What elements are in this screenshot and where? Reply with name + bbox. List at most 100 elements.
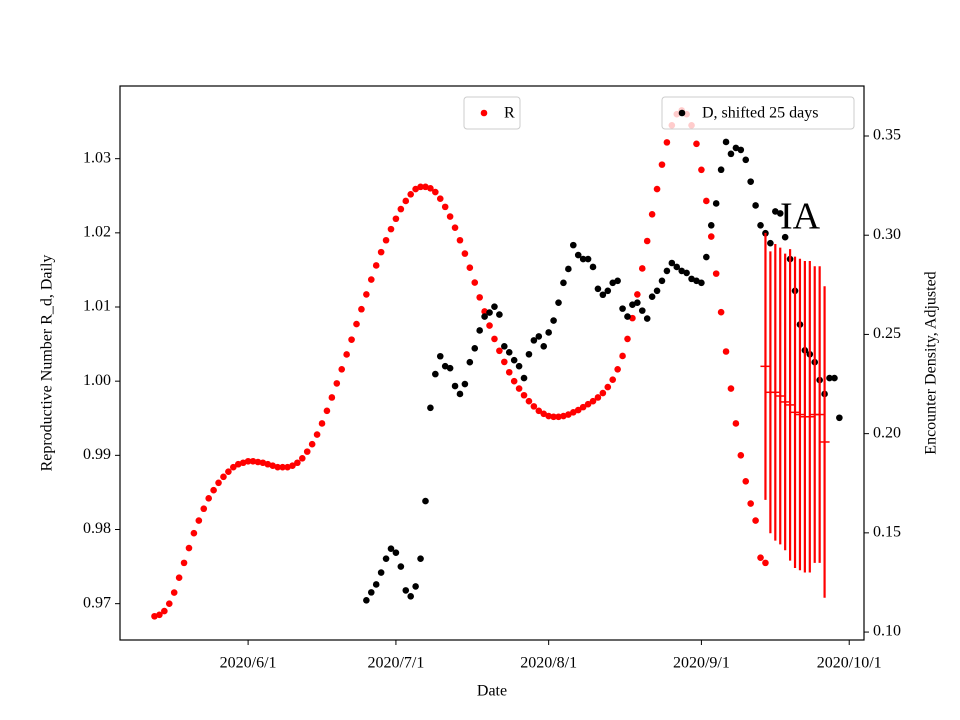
point [397,563,405,570]
point [619,352,626,360]
point [747,178,754,185]
point [712,270,720,277]
point [451,382,459,390]
annotation: IA [780,196,821,238]
point [436,195,444,203]
point [249,457,257,465]
point [520,374,528,382]
point [220,473,227,481]
point [574,251,582,259]
point [348,336,355,343]
y2-tick-label: 0.25 [873,325,901,342]
point [712,200,720,207]
x-tick-label: 2020/7/1 [367,655,424,672]
x-axis-label: Date [477,683,507,700]
point [461,380,469,388]
point [377,248,385,256]
point [737,146,745,154]
point [363,291,370,298]
point [742,477,750,485]
point [456,390,464,398]
point [358,305,365,313]
point [727,150,735,158]
point [436,352,444,360]
point [624,335,631,343]
legend-box [463,96,521,130]
point [303,448,311,455]
point [727,385,735,392]
point [412,185,419,193]
point [707,233,715,240]
x-tick-label: 2020/9/1 [673,655,730,672]
point [338,366,346,373]
y-tick-label: 0.97 [83,594,111,611]
point [466,264,474,272]
point [624,313,631,320]
point [427,185,434,192]
point [486,322,493,329]
point [515,385,523,392]
point [387,225,395,233]
point [363,597,370,604]
point [510,356,518,364]
point [486,309,493,316]
point [441,203,449,211]
point [156,611,163,619]
point [648,293,656,301]
point [717,308,725,316]
point [491,303,498,310]
y2-tick-label: 0.10 [873,623,901,640]
point [525,397,533,405]
point [579,403,587,411]
point [387,545,395,553]
y2-tick-label: 0.30 [873,226,901,243]
point [643,237,651,245]
point [313,431,321,438]
point [826,374,833,382]
point [476,327,483,334]
point [505,368,513,376]
legend-box [661,96,855,130]
point [776,210,784,217]
point [569,241,577,249]
point [722,348,730,355]
point [510,377,518,385]
point [230,463,237,471]
point [683,269,690,277]
point [614,366,621,373]
legend-label: R [504,105,515,122]
point [634,291,641,298]
point [412,583,419,590]
point [466,358,474,366]
point [481,308,488,315]
point [732,420,740,427]
plot-frame [119,85,865,641]
point [525,350,533,358]
point [698,279,705,287]
y-axis-label: Reproductive Number R_d, Daily [39,255,56,472]
point [496,347,503,355]
y-tick-label: 0.99 [83,446,111,463]
y2-tick-label: 0.20 [873,424,901,441]
point [456,236,464,244]
point [318,420,326,427]
x-tick-label: 2020/10/1 [817,655,882,672]
point [215,479,222,487]
point [323,407,331,415]
point [703,253,710,261]
point [530,403,538,410]
point [205,495,212,502]
point [638,265,646,272]
point [535,333,543,340]
point [432,370,439,378]
point [604,383,612,391]
point [515,362,523,370]
point [427,404,434,412]
point [752,202,759,209]
point [757,221,764,229]
point [535,407,543,415]
point [279,463,286,471]
point [762,559,769,567]
point [451,224,459,231]
